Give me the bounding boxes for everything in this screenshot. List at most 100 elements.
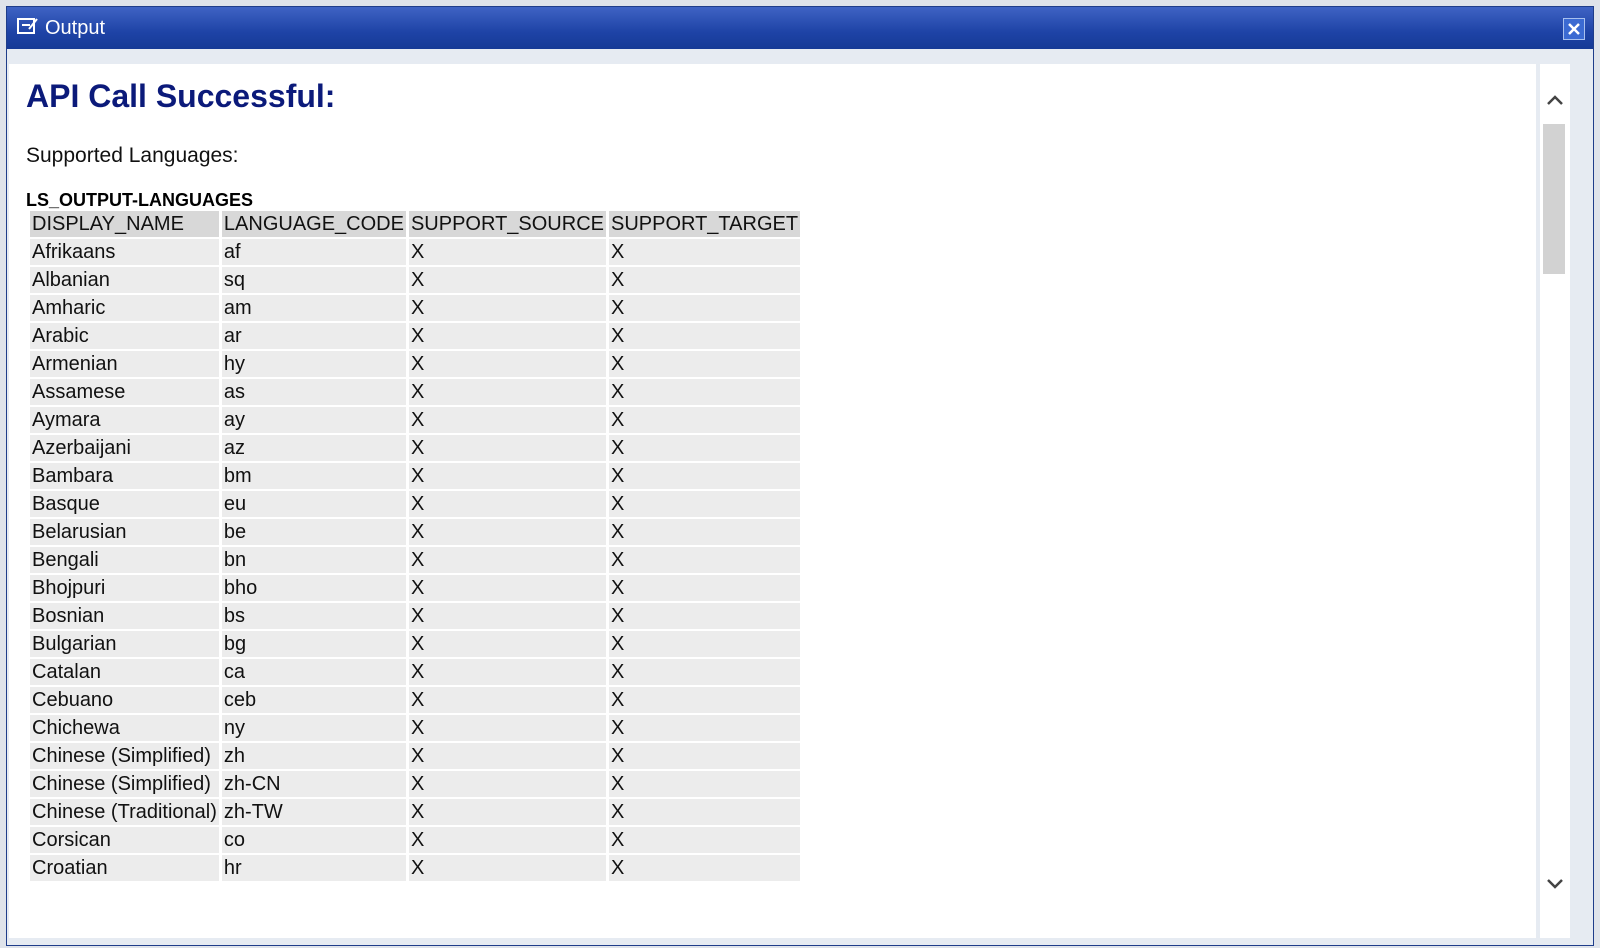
table-row: Chichewa ny X X	[30, 715, 801, 741]
table-cell: X	[608, 771, 801, 797]
table-cell: Catalan	[30, 659, 219, 685]
table-cell: X	[408, 323, 606, 349]
table-cell: X	[408, 603, 606, 629]
table-cell: X	[608, 463, 801, 489]
table-cell: az	[221, 435, 406, 461]
table-row: Assamese as X X	[30, 379, 801, 405]
table-row: Bambara bm X X	[30, 463, 801, 489]
table-row: Afrikaans af X X	[30, 239, 801, 265]
table-row: Croatian hr X X	[30, 855, 801, 881]
table-cell: X	[608, 407, 801, 433]
table-cell: Chinese (Traditional)	[30, 799, 219, 825]
table-cell: X	[408, 519, 606, 545]
table-cell: be	[221, 519, 406, 545]
table-cell: X	[608, 267, 801, 293]
table-cell: X	[608, 239, 801, 265]
table-cell: Amharic	[30, 295, 219, 321]
table-cell: X	[408, 715, 606, 741]
table-cell: X	[608, 351, 801, 377]
table-cell: Corsican	[30, 827, 219, 853]
table-row: Chinese (Traditional) zh-TW X X	[30, 799, 801, 825]
table-cell: X	[408, 743, 606, 769]
table-cell: zh-CN	[221, 771, 406, 797]
table-cell: as	[221, 379, 406, 405]
table-row: Aymara ay X X	[30, 407, 801, 433]
table-cell: X	[608, 295, 801, 321]
table-cell: X	[408, 239, 606, 265]
table: DISPLAY_NAME LANGUAGE_CODE SUPPORT_SOURCE S…	[27, 209, 803, 883]
table-row: Corsican co X X	[30, 827, 801, 853]
column-header: LANGUAGE_CODE	[221, 211, 406, 237]
table-row: Chinese (Simplified) zh-CN X X	[30, 771, 801, 797]
table-cell: X	[608, 631, 801, 657]
table-cell: Croatian	[30, 855, 219, 881]
table-cell: Bambara	[30, 463, 219, 489]
table-cell: zh-TW	[221, 799, 406, 825]
table-cell: Armenian	[30, 351, 219, 377]
table-cell: Chinese (Simplified)	[30, 743, 219, 769]
table-cell: X	[608, 715, 801, 741]
table-cell: Azerbaijani	[30, 435, 219, 461]
table-cell: X	[608, 855, 801, 881]
table-cell: bho	[221, 575, 406, 601]
column-header: DISPLAY_NAME	[30, 211, 219, 237]
close-button[interactable]	[1563, 18, 1585, 40]
table-cell: Bhojpuri	[30, 575, 219, 601]
table-cell: X	[408, 351, 606, 377]
table-row: Bhojpuri bho X X	[30, 575, 801, 601]
table-cell: X	[608, 687, 801, 713]
scroll-thumb[interactable]	[1543, 124, 1565, 274]
table-cell: Chichewa	[30, 715, 219, 741]
table-cell: X	[608, 379, 801, 405]
table-cell: bs	[221, 603, 406, 629]
table-cell: ar	[221, 323, 406, 349]
table-cell: Chinese (Simplified)	[30, 771, 219, 797]
window-icon	[17, 18, 38, 34]
table-cell: X	[408, 827, 606, 853]
table-cell: X	[608, 575, 801, 601]
table-cell: X	[408, 771, 606, 797]
table-cell: X	[408, 379, 606, 405]
table-cell: ny	[221, 715, 406, 741]
table-cell: X	[408, 799, 606, 825]
table-row: Catalan ca X X	[30, 659, 801, 685]
table-cell: X	[608, 491, 801, 517]
table-cell: X	[408, 547, 606, 573]
table-cell: co	[221, 827, 406, 853]
table-cell: Belarusian	[30, 519, 219, 545]
table-row: Bosnian bs X X	[30, 603, 801, 629]
table-cell: eu	[221, 491, 406, 517]
table-cell: X	[408, 435, 606, 461]
table-cell: X	[608, 659, 801, 685]
table-cell: X	[608, 547, 801, 573]
window-title: Output	[45, 17, 106, 39]
table-cell: X	[608, 519, 801, 545]
table-row: Armenian hy X X	[30, 351, 801, 377]
content: API Call Successful: Supported Languages…	[9, 64, 1536, 938]
table-cell: X	[608, 603, 801, 629]
scroll-up[interactable]	[1540, 86, 1570, 116]
column-header: SUPPORT_SOURCE	[408, 211, 606, 237]
table-cell: Arabic	[30, 323, 219, 349]
table-row: Amharic am X X	[30, 295, 801, 321]
table-caption: LS_OUTPUT-LANGUAGES	[26, 190, 254, 210]
table-cell: hr	[221, 855, 406, 881]
table-row: Bengali bn X X	[30, 547, 801, 573]
table-row: Cebuano ceb X X	[30, 687, 801, 713]
title-bar: Output	[7, 7, 1593, 49]
table-cell: X	[608, 799, 801, 825]
table-cell: X	[408, 687, 606, 713]
table-row: Chinese (Simplified) zh X X	[30, 743, 801, 769]
table-cell: X	[408, 491, 606, 517]
scrollbar[interactable]	[1540, 64, 1570, 938]
table-cell: X	[608, 435, 801, 461]
table-cell: am	[221, 295, 406, 321]
scroll-down[interactable]	[1540, 869, 1570, 899]
table-cell: af	[221, 239, 406, 265]
table-cell: ca	[221, 659, 406, 685]
table-cell: ceb	[221, 687, 406, 713]
table-cell: Afrikaans	[30, 239, 219, 265]
table-cell: X	[608, 743, 801, 769]
table-cell: X	[408, 295, 606, 321]
